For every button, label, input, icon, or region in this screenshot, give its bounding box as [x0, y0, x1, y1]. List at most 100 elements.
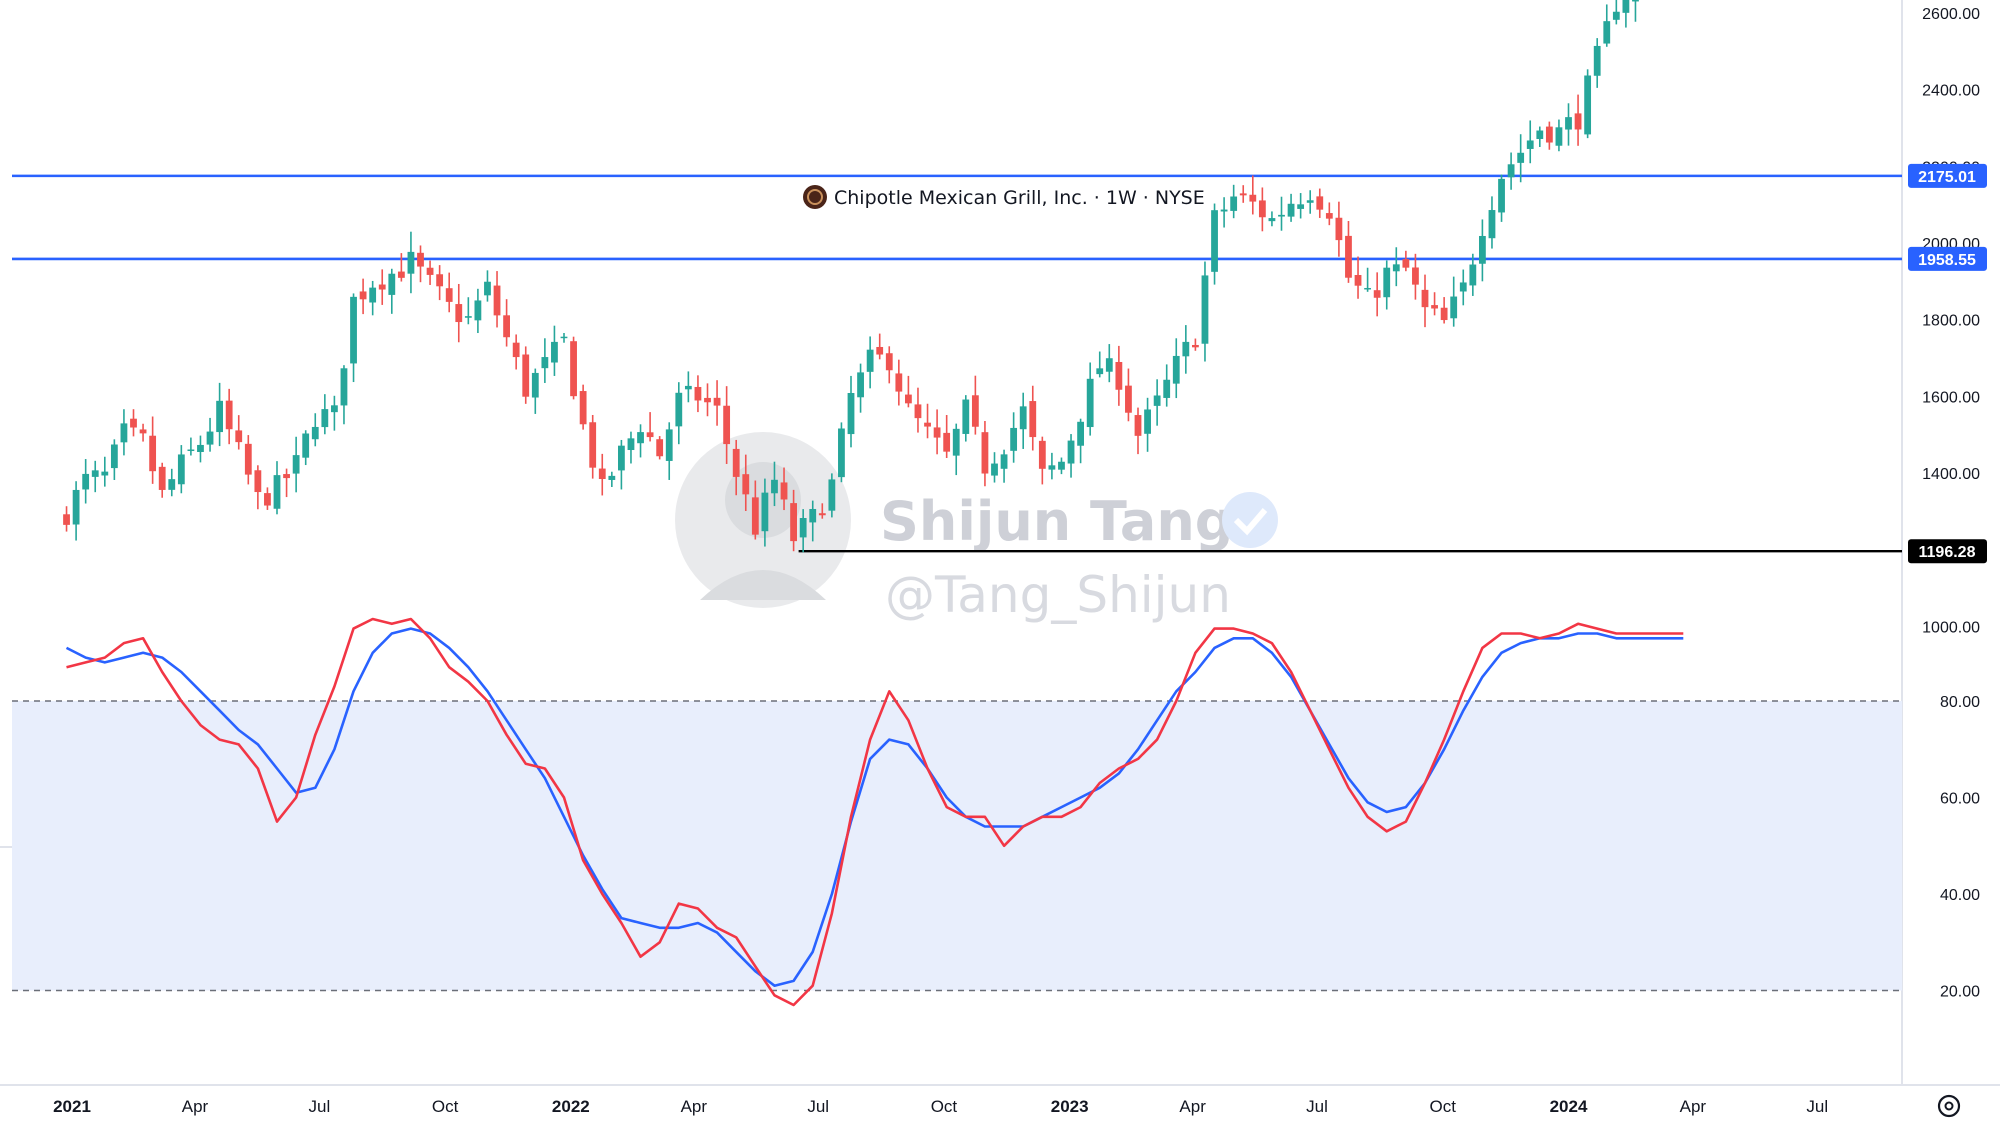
candle [1536, 126, 1544, 148]
candle [168, 468, 176, 497]
candle [445, 272, 453, 313]
candle-body [684, 385, 692, 390]
candle [1153, 379, 1161, 426]
candle [1345, 221, 1352, 283]
time-axis-label: Jul [807, 1097, 829, 1116]
time-axis-label: Jul [1306, 1097, 1328, 1116]
candle [302, 430, 310, 466]
candle [828, 473, 836, 518]
candle [321, 394, 329, 435]
candle [905, 375, 912, 408]
watermark-handle: @Tang_Shijun [885, 566, 1231, 624]
candle [1612, 0, 1620, 25]
candle [254, 465, 262, 510]
candle [110, 439, 118, 481]
candle-body [665, 429, 673, 461]
time-axis-label: Apr [681, 1097, 708, 1116]
oscillator-axis-tick: 20.00 [1940, 984, 1980, 1001]
candle-body [579, 391, 587, 425]
candle [1239, 185, 1247, 203]
candle-body [1354, 275, 1362, 286]
candle-body [1545, 126, 1553, 143]
candle-body [91, 470, 99, 477]
low-price-label: 1196.28 [1919, 544, 1976, 561]
price-axis-tick: 2400.00 [1922, 83, 1980, 100]
candle [1364, 267, 1371, 292]
symbol-header: Chipotle Mexican Grill, Inc. · 1W · NYSE [803, 185, 1205, 209]
candle [1010, 412, 1018, 463]
candle [1058, 457, 1065, 475]
candle [541, 338, 549, 383]
candle [1230, 184, 1238, 219]
candle [723, 386, 731, 464]
candle-body [177, 454, 185, 485]
candle-body [1268, 218, 1276, 222]
candle [331, 395, 338, 431]
candle-body [627, 438, 635, 451]
candle-body [1450, 296, 1458, 319]
time-axis[interactable]: 2021 Apr Jul Oct 2022 Apr Jul Oct 2023 Apr Jul Oct 2… [53, 1097, 1828, 1116]
symbol-title: Chipotle Mexican Grill, Inc. · 1W · NYSE [834, 187, 1205, 209]
candle-body [560, 336, 568, 339]
candle [187, 437, 195, 456]
candle-body [445, 288, 453, 302]
verified-badge-icon [1222, 492, 1278, 548]
candle [1383, 260, 1391, 310]
time-axis-label: 2024 [1550, 1097, 1588, 1116]
oscillator-axis[interactable]: 80.00 60.00 40.00 20.00 [1940, 694, 1980, 1001]
candle [177, 445, 185, 494]
candle [1479, 219, 1486, 282]
candle-body [1163, 379, 1171, 398]
candle [608, 471, 616, 488]
candle [694, 375, 702, 413]
candle [1469, 253, 1477, 296]
candle [531, 368, 539, 414]
candle [1392, 247, 1400, 287]
candle-body [608, 475, 616, 480]
candle [627, 431, 635, 464]
candle-body [1612, 11, 1620, 20]
candle-body [397, 271, 405, 278]
candle [512, 334, 520, 370]
candle-body [235, 430, 243, 443]
candle-body [1297, 204, 1305, 209]
candle [1144, 397, 1151, 452]
oscillator-pane [12, 700, 1902, 992]
candle-body [1526, 140, 1534, 149]
oscillator-axis-tick: 80.00 [1940, 694, 1980, 711]
candle-body [637, 432, 644, 444]
candle [560, 332, 568, 343]
price-levels [12, 174, 1902, 553]
candle-body [378, 284, 386, 290]
candle-body [522, 354, 530, 397]
candle-body [962, 399, 970, 434]
candle-body [139, 429, 147, 434]
candle-body [1096, 368, 1104, 375]
candle-body [1019, 406, 1027, 430]
chart-settings-icon[interactable] [1937, 1094, 1961, 1118]
candle-body [417, 252, 424, 267]
candle-body [1038, 440, 1046, 469]
candle [732, 439, 740, 496]
time-axis-label: Oct [432, 1097, 459, 1116]
candle-body [1632, 0, 1639, 2]
candle-body [618, 445, 625, 471]
candle-body [675, 392, 683, 427]
candle [484, 270, 491, 302]
candle [1268, 211, 1276, 227]
candle [809, 500, 817, 542]
candle-body [1440, 307, 1448, 321]
oscillator-axis-tick: 60.00 [1940, 791, 1980, 808]
candle-body [1555, 127, 1563, 146]
candle-body [474, 300, 482, 321]
candle [359, 278, 367, 315]
candle-body [244, 443, 252, 475]
candle-body [1622, 0, 1630, 13]
candle [1555, 119, 1563, 152]
candle-body [340, 368, 348, 406]
candle-body [1182, 341, 1190, 357]
candle-body [531, 372, 539, 398]
candle [436, 265, 444, 301]
candle [579, 384, 587, 430]
candle-body [1115, 361, 1123, 390]
